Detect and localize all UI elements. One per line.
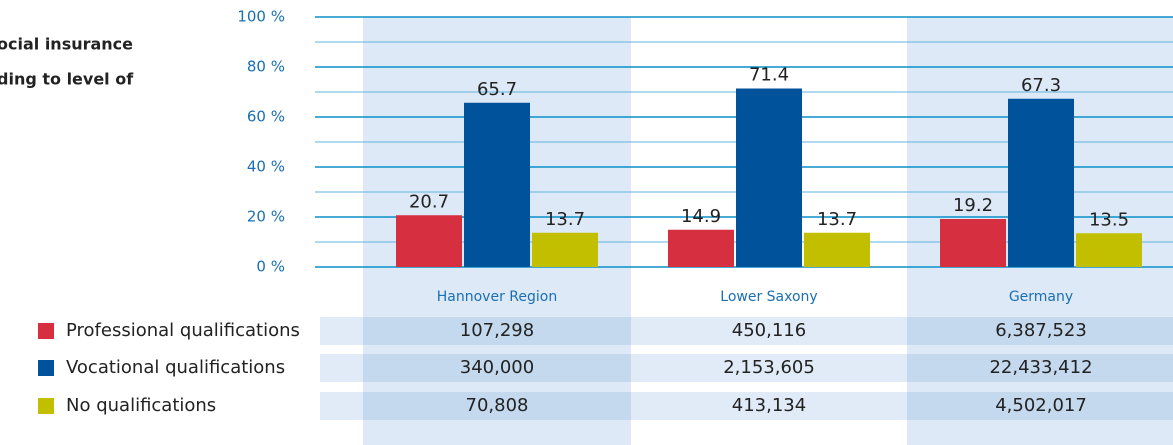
y-tick-label: 100 % bbox=[237, 8, 285, 26]
category-label: Germany bbox=[1009, 289, 1073, 305]
y-tick-label: 60 % bbox=[247, 108, 285, 126]
chart-title: ocial insurance bbox=[0, 35, 133, 54]
legend-label: No qualifications bbox=[66, 395, 216, 416]
table-cell-band bbox=[907, 354, 1173, 382]
value-label: 19.2 bbox=[953, 195, 993, 216]
table-value: 6,387,523 bbox=[995, 320, 1087, 341]
bar bbox=[804, 232, 870, 267]
table-value: 413,134 bbox=[732, 395, 806, 416]
value-label: 65.7 bbox=[477, 79, 517, 100]
bar bbox=[668, 229, 734, 267]
table-value: 70,808 bbox=[466, 395, 529, 416]
table-cell-band bbox=[363, 354, 631, 382]
value-label: 13.7 bbox=[545, 209, 585, 230]
value-label: 67.3 bbox=[1021, 75, 1061, 96]
table-value: 450,116 bbox=[732, 320, 806, 341]
value-label: 20.7 bbox=[409, 191, 449, 212]
y-tick-label: 0 % bbox=[256, 258, 285, 276]
category-label: Hannover Region bbox=[437, 289, 557, 305]
legend-swatch bbox=[38, 323, 54, 339]
bar bbox=[396, 215, 462, 267]
table-cell-band bbox=[363, 392, 631, 420]
table-value: 22,433,412 bbox=[989, 357, 1092, 378]
legend-swatch bbox=[38, 360, 54, 376]
chart-title: ding to level of bbox=[0, 70, 134, 89]
value-label: 71.4 bbox=[749, 65, 789, 86]
table-cell-band bbox=[907, 317, 1173, 345]
legend-swatch bbox=[38, 398, 54, 414]
bar bbox=[1076, 233, 1142, 267]
table-cell-band bbox=[907, 392, 1173, 420]
y-tick-label: 20 % bbox=[247, 208, 285, 226]
y-tick-label: 40 % bbox=[247, 158, 285, 176]
legend-label: Professional qualifications bbox=[66, 320, 300, 341]
value-label: 14.9 bbox=[681, 206, 721, 227]
value-label: 13.5 bbox=[1089, 209, 1129, 230]
y-tick-label: 80 % bbox=[247, 58, 285, 76]
category-label: Lower Saxony bbox=[720, 289, 817, 305]
bar bbox=[1008, 98, 1074, 267]
table-cell-band bbox=[363, 317, 631, 345]
bar bbox=[464, 102, 530, 267]
legend-label: Vocational qualifications bbox=[66, 357, 285, 378]
value-label: 13.7 bbox=[817, 209, 857, 230]
table-value: 107,298 bbox=[460, 320, 534, 341]
table-value: 4,502,017 bbox=[995, 395, 1087, 416]
bar bbox=[532, 232, 598, 267]
table-value: 2,153,605 bbox=[723, 357, 815, 378]
bar bbox=[736, 88, 802, 267]
bar bbox=[940, 219, 1006, 267]
table-value: 340,000 bbox=[460, 357, 534, 378]
